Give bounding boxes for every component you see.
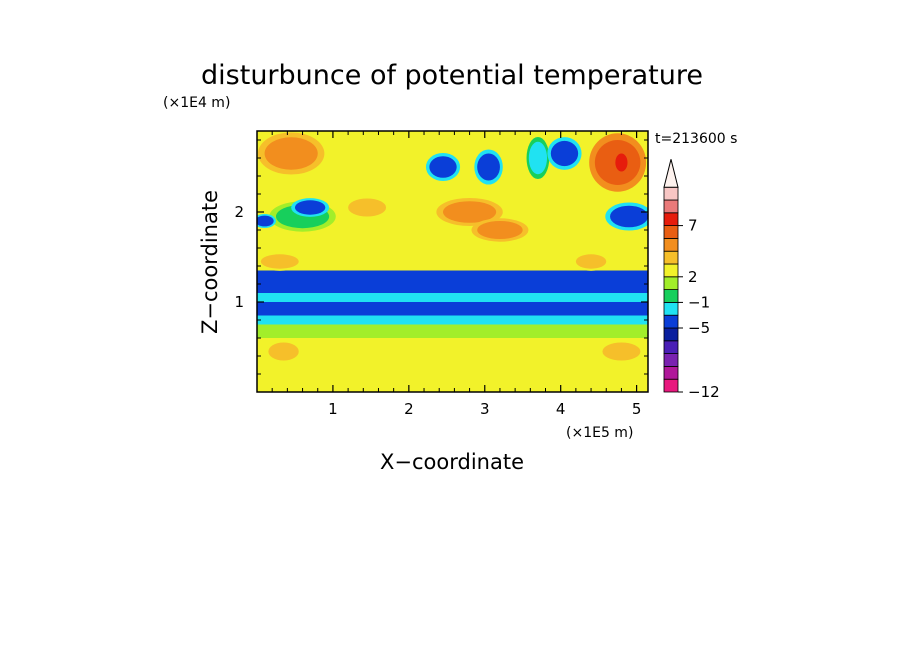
feature-15: [575, 254, 607, 269]
colorbar-level-11: [663, 237, 679, 252]
colorbar: −12−5−127: [663, 159, 720, 401]
colorbar-level-15: [663, 186, 679, 201]
colorbar-label-4: 7: [688, 217, 698, 235]
feature-6: [477, 153, 500, 181]
feature-7: [528, 141, 548, 175]
time-label: t=213600 s: [655, 131, 737, 147]
band-0: [257, 360, 648, 392]
colorbar-extend-arrow: [663, 159, 679, 188]
feature-11: [610, 205, 648, 228]
feature-16: [268, 342, 299, 361]
feature-3: [257, 215, 274, 227]
colorbar-level-13: [663, 212, 679, 227]
x-tick-label-0: 1: [328, 400, 338, 418]
colorbar-label-0: −12: [688, 383, 720, 401]
feature-2: [294, 200, 326, 215]
band-3: [257, 315, 648, 325]
feature-10: [615, 153, 628, 172]
colorbar-level-14: [663, 199, 679, 214]
colorbar-label-1: −5: [688, 319, 710, 337]
feature-0: [264, 137, 318, 170]
colorbar-level-3: [663, 340, 679, 354]
x-tick-label-4: 5: [632, 400, 642, 418]
feature-17: [602, 342, 641, 361]
feature-14: [260, 254, 299, 269]
x-axis: 1 2 3 4 5: [271, 131, 642, 418]
colorbar-level-6: [663, 301, 679, 316]
colorbar-level-1: [663, 365, 679, 380]
x-tick-label-1: 2: [404, 400, 414, 418]
colorbar-label-3: 2: [688, 268, 698, 286]
feature-12: [443, 201, 497, 223]
chart-title: disturbunce of potential temperature: [201, 60, 703, 91]
y-axis: 12: [234, 139, 648, 375]
x-scale-label: (×1E5 m): [566, 425, 633, 441]
feature-4: [348, 198, 387, 217]
band-6: [257, 270, 648, 293]
colorbar-level-10: [663, 250, 679, 265]
colorbar-level-7: [663, 289, 679, 303]
band-5: [257, 293, 648, 302]
y-axis-label: Z−coordinate: [198, 190, 222, 334]
colorbar-level-9: [663, 263, 679, 278]
x-tick-label-2: 3: [480, 400, 490, 418]
band-2: [257, 324, 648, 338]
band-7: [257, 252, 648, 271]
feature-5: [429, 156, 457, 178]
colorbar-label-2: −1: [688, 293, 710, 311]
band-4: [257, 302, 648, 316]
y-scale-label: (×1E4 m): [163, 95, 230, 111]
colorbar-level-8: [663, 276, 679, 290]
plot-frame: [256, 130, 649, 393]
x-axis-label: X−coordinate: [380, 450, 524, 474]
feature-13: [477, 221, 523, 239]
contour-field: [257, 131, 648, 392]
colorbar-level-12: [663, 225, 679, 239]
y-tick-label-1: 2: [234, 203, 244, 221]
y-tick-label-0: 1: [234, 293, 244, 311]
colorbar-level-0: [663, 378, 679, 393]
colorbar-level-2: [663, 353, 679, 367]
colorbar-level-4: [663, 327, 679, 342]
x-tick-label-3: 4: [556, 400, 566, 418]
feature-8: [550, 140, 579, 167]
colorbar-level-5: [663, 314, 679, 329]
band-1: [257, 338, 648, 361]
